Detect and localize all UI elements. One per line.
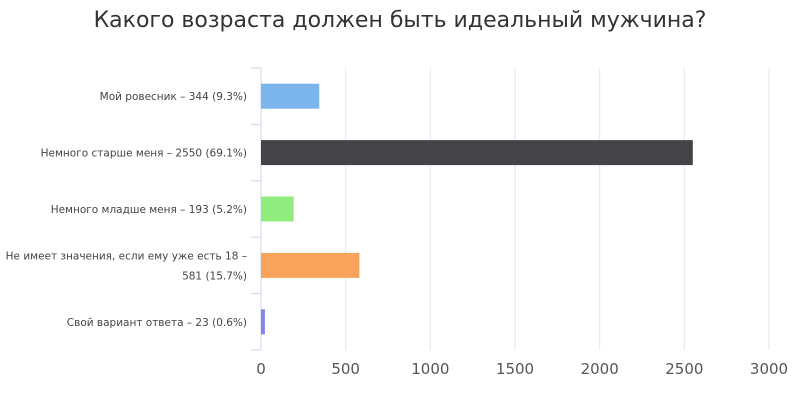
x-tick-label-3: 1500 <box>496 360 534 378</box>
x-tick-label-2: 1000 <box>411 360 449 378</box>
x-tick-label-4: 2000 <box>581 360 619 378</box>
bar-4[interactable] <box>261 309 265 335</box>
bar-0[interactable] <box>261 83 320 109</box>
bar-1[interactable] <box>261 140 693 166</box>
category-label-4: Свой вариант ответа – 23 (0.6%) <box>67 317 247 329</box>
bar-2[interactable] <box>261 196 294 222</box>
bar-3[interactable] <box>261 252 360 278</box>
category-label-3-line-1: 581 (15.7%) <box>182 270 247 282</box>
chart-title: Какого возраста должен быть идеальный му… <box>93 8 707 33</box>
category-label-2: Немного младше меня – 193 (5.2%) <box>51 204 247 216</box>
category-label-3-line-0: Не имеет значения, если ему уже есть 18 … <box>6 250 247 262</box>
x-tick-label-5: 2500 <box>665 360 703 378</box>
x-tick-label-6: 3000 <box>750 360 788 378</box>
category-label-0: Мой ровесник – 344 (9.3%) <box>100 91 247 103</box>
category-label-1: Немного старше меня – 2550 (69.1%) <box>41 148 247 160</box>
x-tick-label-1: 500 <box>331 360 360 378</box>
x-tick-label-0: 0 <box>256 360 266 378</box>
